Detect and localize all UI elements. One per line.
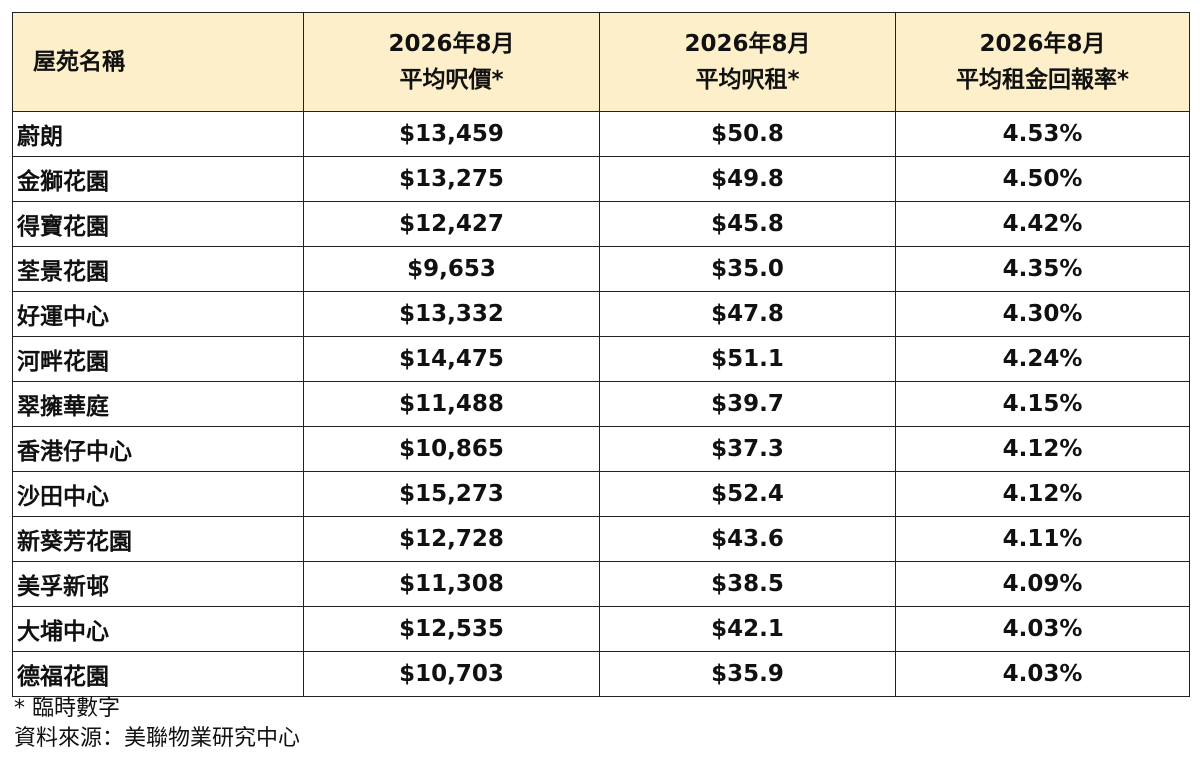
estate-name-cell: 翠擁華庭 — [12, 381, 304, 427]
header-estate-name: 屋苑名稱 — [12, 12, 304, 112]
avg-rent-cell: $49.8 — [599, 156, 896, 202]
avg-yield-cell: 4.30% — [895, 291, 1190, 337]
table-row: 荃景花園 $9,653 $35.0 4.35% — [12, 246, 1190, 292]
table-header: 屋苑名稱 2026年8月 平均呎價* 2026年8月 平均呎租* 2026年8月… — [12, 12, 1190, 112]
header-avg-yield-date: 2026年8月 — [979, 31, 1106, 57]
avg-price-cell: $15,273 — [303, 471, 600, 517]
header-avg-yield: 2026年8月 平均租金回報率* — [895, 12, 1190, 112]
avg-price-cell: $11,308 — [303, 561, 600, 607]
header-avg-price: 2026年8月 平均呎價* — [303, 12, 600, 112]
avg-yield-cell: 4.15% — [895, 381, 1190, 427]
avg-rent-cell: $39.7 — [599, 381, 896, 427]
table-row: 新葵芳花園 $12,728 $43.6 4.11% — [12, 516, 1190, 562]
source-note: 資料來源：美聯物業研究中心 — [14, 726, 301, 751]
table-body: 蔚朗 $13,459 $50.8 4.53% 金獅花園 $13,275 $49.… — [12, 111, 1190, 697]
avg-rent-cell: $45.8 — [599, 201, 896, 247]
avg-price-cell: $12,535 — [303, 606, 600, 652]
header-avg-rent-date: 2026年8月 — [684, 31, 811, 57]
avg-rent-cell: $43.6 — [599, 516, 896, 562]
header-avg-price-label: 平均呎價* — [399, 67, 504, 93]
estate-name-cell: 河畔花園 — [12, 336, 304, 382]
yield-table-container: 屋苑名稱 2026年8月 平均呎價* 2026年8月 平均呎租* 2026年8月… — [12, 12, 1190, 697]
header-avg-rent: 2026年8月 平均呎租* — [599, 12, 896, 112]
provisional-note: * 臨時數字 — [14, 696, 120, 721]
avg-rent-cell: $35.9 — [599, 651, 896, 697]
estate-name-cell: 得寶花園 — [12, 201, 304, 247]
estate-name-cell: 德福花園 — [12, 651, 304, 697]
rental-yield-table: 屋苑名稱 2026年8月 平均呎價* 2026年8月 平均呎租* 2026年8月… — [12, 12, 1190, 697]
avg-rent-cell: $35.0 — [599, 246, 896, 292]
header-avg-price-date: 2026年8月 — [388, 31, 515, 57]
estate-name-cell: 香港仔中心 — [12, 426, 304, 472]
avg-rent-cell: $37.3 — [599, 426, 896, 472]
table-row: 大埔中心 $12,535 $42.1 4.03% — [12, 606, 1190, 652]
table-row: 金獅花園 $13,275 $49.8 4.50% — [12, 156, 1190, 202]
table-row: 翠擁華庭 $11,488 $39.7 4.15% — [12, 381, 1190, 427]
table-row: 香港仔中心 $10,865 $37.3 4.12% — [12, 426, 1190, 472]
table-row: 沙田中心 $15,273 $52.4 4.12% — [12, 471, 1190, 517]
avg-rent-cell: $38.5 — [599, 561, 896, 607]
avg-rent-cell: $51.1 — [599, 336, 896, 382]
avg-yield-cell: 4.24% — [895, 336, 1190, 382]
table-row: 河畔花園 $14,475 $51.1 4.24% — [12, 336, 1190, 382]
table-row: 得寶花園 $12,427 $45.8 4.42% — [12, 201, 1190, 247]
table-row: 美孚新邨 $11,308 $38.5 4.09% — [12, 561, 1190, 607]
avg-price-cell: $10,703 — [303, 651, 600, 697]
avg-yield-cell: 4.50% — [895, 156, 1190, 202]
avg-yield-cell: 4.12% — [895, 471, 1190, 517]
avg-price-cell: $10,865 — [303, 426, 600, 472]
avg-price-cell: $12,427 — [303, 201, 600, 247]
avg-rent-cell: $52.4 — [599, 471, 896, 517]
avg-yield-cell: 4.11% — [895, 516, 1190, 562]
avg-price-cell: $9,653 — [303, 246, 600, 292]
avg-price-cell: $13,459 — [303, 111, 600, 157]
avg-rent-cell: $47.8 — [599, 291, 896, 337]
estate-name-cell: 美孚新邨 — [12, 561, 304, 607]
avg-yield-cell: 4.53% — [895, 111, 1190, 157]
table-row: 好運中心 $13,332 $47.8 4.30% — [12, 291, 1190, 337]
estate-name-cell: 沙田中心 — [12, 471, 304, 517]
avg-yield-cell: 4.09% — [895, 561, 1190, 607]
avg-price-cell: $14,475 — [303, 336, 600, 382]
table-row: 蔚朗 $13,459 $50.8 4.53% — [12, 111, 1190, 157]
avg-yield-cell: 4.12% — [895, 426, 1190, 472]
header-row: 屋苑名稱 2026年8月 平均呎價* 2026年8月 平均呎租* 2026年8月… — [12, 12, 1190, 112]
estate-name-cell: 荃景花園 — [12, 246, 304, 292]
estate-name-cell: 蔚朗 — [12, 111, 304, 157]
estate-name-cell: 好運中心 — [12, 291, 304, 337]
avg-yield-cell: 4.03% — [895, 651, 1190, 697]
estate-name-cell: 大埔中心 — [12, 606, 304, 652]
avg-rent-cell: $50.8 — [599, 111, 896, 157]
table-row: 德福花園 $10,703 $35.9 4.03% — [12, 651, 1190, 697]
avg-rent-cell: $42.1 — [599, 606, 896, 652]
avg-price-cell: $11,488 — [303, 381, 600, 427]
header-avg-rent-label: 平均呎租* — [695, 67, 800, 93]
avg-yield-cell: 4.42% — [895, 201, 1190, 247]
header-avg-yield-label: 平均租金回報率* — [955, 67, 1130, 93]
footnotes: * 臨時數字 資料來源：美聯物業研究中心 — [14, 694, 300, 754]
avg-price-cell: $12,728 — [303, 516, 600, 562]
avg-yield-cell: 4.35% — [895, 246, 1190, 292]
estate-name-cell: 金獅花園 — [12, 156, 304, 202]
avg-price-cell: $13,332 — [303, 291, 600, 337]
avg-yield-cell: 4.03% — [895, 606, 1190, 652]
estate-name-cell: 新葵芳花園 — [12, 516, 304, 562]
avg-price-cell: $13,275 — [303, 156, 600, 202]
